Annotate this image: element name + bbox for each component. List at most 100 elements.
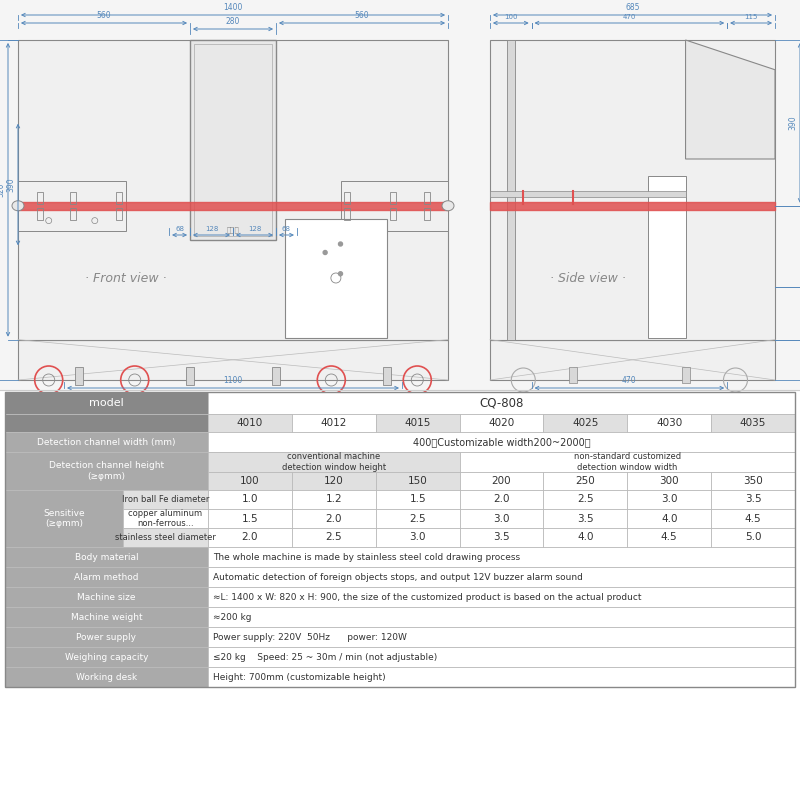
Bar: [5, 647, 208, 667]
Text: 3.0: 3.0: [661, 494, 678, 505]
Text: 280: 280: [226, 17, 240, 26]
Bar: [543, 490, 627, 509]
Bar: [292, 528, 376, 547]
Bar: [208, 647, 795, 667]
Bar: [376, 414, 459, 432]
Text: 4035: 4035: [740, 418, 766, 428]
Bar: [5, 490, 123, 547]
Text: 2.0: 2.0: [242, 533, 258, 542]
Text: stainless steel diameter: stainless steel diameter: [115, 533, 216, 542]
Bar: [490, 191, 686, 198]
Text: 3.5: 3.5: [745, 494, 762, 505]
Text: Sensitive
(≥φmm): Sensitive (≥φmm): [43, 509, 85, 528]
Bar: [208, 667, 795, 687]
Text: 128: 128: [248, 226, 261, 232]
Bar: [459, 528, 543, 547]
Text: copper aluminum
non-ferrous...: copper aluminum non-ferrous...: [129, 509, 202, 528]
Bar: [292, 509, 376, 528]
Text: 4020: 4020: [488, 418, 514, 428]
Bar: [292, 509, 376, 528]
Bar: [627, 490, 711, 509]
Text: 3.5: 3.5: [577, 514, 594, 523]
Text: 250: 250: [575, 476, 595, 486]
Bar: [490, 340, 775, 380]
Bar: [208, 509, 292, 528]
Text: 470: 470: [622, 14, 636, 20]
Text: 4012: 4012: [321, 418, 347, 428]
Bar: [459, 414, 543, 432]
Bar: [18, 340, 448, 380]
Bar: [18, 40, 448, 340]
Bar: [490, 40, 775, 340]
Text: · Front view ·: · Front view ·: [85, 271, 166, 285]
Bar: [208, 509, 292, 528]
Bar: [18, 202, 448, 210]
Text: 4.5: 4.5: [661, 533, 678, 542]
Bar: [5, 414, 208, 432]
Bar: [5, 547, 208, 567]
Text: 100: 100: [240, 476, 260, 486]
Bar: [5, 452, 208, 490]
Bar: [292, 472, 376, 490]
Bar: [5, 414, 208, 432]
Text: Automatic detection of foreign objects stops, and output 12V buzzer alarm sound: Automatic detection of foreign objects s…: [213, 573, 583, 582]
Text: 4.0: 4.0: [661, 514, 678, 523]
Bar: [459, 414, 543, 432]
Text: 68: 68: [282, 226, 291, 232]
Bar: [208, 432, 795, 452]
Text: Power supply: 220V  50Hz      power: 120W: Power supply: 220V 50Hz power: 120W: [213, 633, 407, 642]
Text: 1.2: 1.2: [326, 494, 342, 505]
Bar: [208, 607, 795, 627]
Bar: [682, 367, 690, 383]
Bar: [5, 547, 208, 567]
Bar: [116, 208, 122, 220]
Circle shape: [323, 250, 327, 254]
Bar: [376, 472, 459, 490]
Text: 3.0: 3.0: [410, 533, 426, 542]
Bar: [208, 414, 292, 432]
Bar: [18, 182, 126, 231]
Bar: [123, 490, 208, 509]
Bar: [5, 627, 208, 647]
Bar: [5, 432, 208, 452]
Bar: [123, 528, 208, 547]
Bar: [208, 667, 795, 687]
Text: Machine weight: Machine weight: [70, 613, 142, 622]
Bar: [459, 528, 543, 547]
Text: 520: 520: [0, 182, 5, 197]
Bar: [123, 509, 208, 528]
Bar: [459, 472, 543, 490]
Text: 4015: 4015: [405, 418, 431, 428]
Bar: [711, 472, 795, 490]
Bar: [459, 509, 543, 528]
Bar: [711, 414, 795, 432]
Text: 1.0: 1.0: [242, 494, 258, 505]
Bar: [376, 509, 459, 528]
Bar: [711, 528, 795, 547]
Text: 560: 560: [97, 11, 111, 20]
Bar: [123, 509, 208, 528]
Bar: [376, 490, 459, 509]
Bar: [123, 490, 208, 509]
Bar: [5, 452, 208, 490]
Bar: [292, 472, 376, 490]
Bar: [382, 367, 390, 385]
Bar: [390, 192, 396, 204]
Bar: [208, 452, 459, 472]
Bar: [543, 528, 627, 547]
Bar: [627, 472, 711, 490]
Text: 4010: 4010: [237, 418, 263, 428]
Polygon shape: [686, 40, 775, 159]
Bar: [490, 202, 775, 210]
Bar: [208, 528, 292, 547]
Bar: [627, 528, 711, 547]
Text: 68: 68: [175, 226, 184, 232]
Bar: [423, 208, 430, 220]
Text: 2.5: 2.5: [326, 533, 342, 542]
Bar: [286, 218, 386, 338]
Text: 128: 128: [205, 226, 218, 232]
Bar: [711, 490, 795, 509]
Ellipse shape: [442, 201, 454, 210]
Text: Machine size: Machine size: [78, 593, 136, 602]
Bar: [5, 490, 123, 547]
